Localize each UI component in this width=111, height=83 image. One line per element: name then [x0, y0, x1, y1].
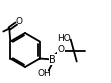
Text: B: B: [49, 55, 56, 64]
Text: OH: OH: [38, 69, 52, 78]
Text: O: O: [57, 45, 64, 54]
Text: O: O: [16, 17, 23, 26]
Text: HO: HO: [57, 34, 71, 43]
